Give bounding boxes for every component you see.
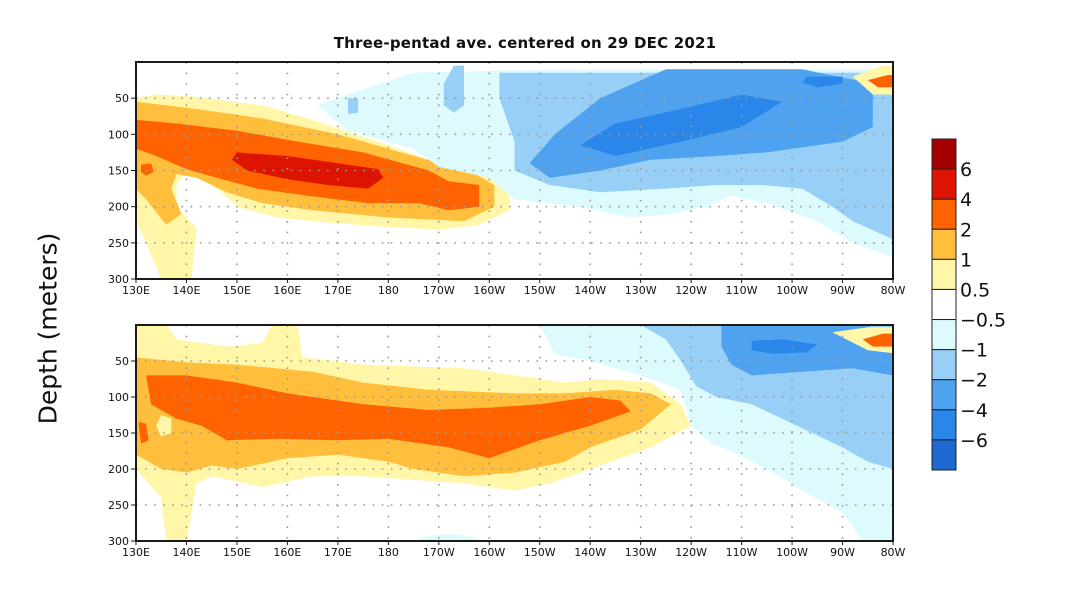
x-tick-label: 160E — [273, 284, 301, 297]
y-tick-label: 100 — [108, 391, 129, 404]
y-tick-label: 300 — [108, 273, 129, 286]
x-tick-label: 150W — [524, 284, 556, 297]
x-tick-label: 160W — [473, 284, 505, 297]
y-tick-label: 50 — [115, 355, 129, 368]
contour-2-west-spot — [138, 422, 149, 444]
contour-neg4 — [751, 339, 818, 354]
y-tick-label: 250 — [108, 499, 129, 512]
x-tick-label: 150E — [223, 284, 251, 297]
colorbar-swatch — [931, 379, 957, 411]
contour-layer — [136, 65, 893, 279]
grid — [136, 62, 893, 279]
x-tick-label: 170W — [423, 546, 455, 559]
contour-neg1-spot — [443, 65, 464, 113]
colorbar-swatch — [931, 168, 957, 200]
x-tick-label: 80W — [881, 546, 906, 559]
y-tick-label: 50 — [115, 92, 129, 105]
contour-2 — [146, 375, 631, 459]
contour-east-warm-core — [867, 75, 893, 88]
x-tick-label: 110W — [726, 546, 758, 559]
contour-4 — [231, 152, 384, 189]
colorbar: 6 4 2 1 0.5 −0.5 −1 −2 −4 −6 — [931, 138, 1006, 471]
colorbar-label: −2 — [960, 370, 988, 392]
x-tick-label: 170E — [324, 284, 352, 297]
panel-top: 130E 140E 150E 160E 170E 180 170W 160W 150W 140W 1… — [108, 61, 906, 297]
x-tick-label: 120W — [675, 284, 707, 297]
y-tick-label: 150 — [108, 427, 129, 440]
y-tick-label: 150 — [108, 165, 129, 178]
x-tick-label: 180 — [378, 546, 399, 559]
x-tick-label: 150E — [223, 546, 251, 559]
x-tick-label: 140E — [172, 284, 200, 297]
colorbar-swatch — [931, 288, 957, 321]
x-tick-label: 130E — [122, 284, 150, 297]
y-tick-label: 300 — [108, 535, 129, 548]
y-tick-label: 100 — [108, 128, 129, 141]
x-tick-label: 130E — [122, 546, 150, 559]
colorbar-label: −0.5 — [960, 310, 1006, 332]
x-tick-label: 170W — [423, 284, 455, 297]
x-tick-label: 160W — [473, 546, 505, 559]
x-tick-label: 120W — [675, 546, 707, 559]
x-tick-label: 80W — [881, 284, 906, 297]
colorbar-swatch — [931, 349, 957, 381]
x-tick-label: 100W — [776, 546, 808, 559]
x-tick-label: 140W — [574, 546, 606, 559]
contour-east-warm-core — [862, 333, 893, 347]
x-tick-label: 110W — [726, 284, 758, 297]
x-tick-label: 160E — [273, 546, 301, 559]
contour-neg1-spot2 — [348, 98, 359, 115]
contour-east-warm — [832, 327, 893, 354]
colorbar-label: −6 — [960, 430, 988, 452]
x-tick-label: 140W — [574, 284, 606, 297]
colorbar-swatch — [931, 439, 957, 471]
colorbar-label: 4 — [960, 189, 972, 211]
y-tick-label: 200 — [108, 201, 129, 214]
colorbar-label: 1 — [960, 249, 972, 271]
x-tick-label: 140E — [172, 546, 200, 559]
x-tick-label: 90W — [830, 284, 855, 297]
x-tick-label: 170E — [324, 546, 352, 559]
contour-2-west-spot — [141, 163, 154, 176]
colorbar-swatch — [931, 138, 957, 170]
x-tick-label: 180 — [378, 284, 399, 297]
colorbar-swatch — [931, 258, 957, 290]
contour-neg4 — [580, 94, 782, 156]
x-tick-label: 130W — [625, 546, 657, 559]
colorbar-swatch — [931, 228, 957, 260]
colorbar-swatch — [931, 409, 957, 441]
colorbar-label: 6 — [960, 159, 972, 181]
contour-0.5-west-hole — [156, 415, 172, 437]
x-tick-label: 130W — [625, 284, 657, 297]
colorbar-swatch — [931, 198, 957, 230]
contour-neg0.5-spot — [413, 533, 480, 541]
colorbar-label: 0.5 — [960, 279, 990, 301]
y-tick-label: 200 — [108, 463, 129, 476]
panel-bottom: 130E 140E 150E 160E 170E 180 170W 160W 150W 140W 1… — [108, 324, 906, 559]
x-tick-label: 90W — [830, 546, 855, 559]
chart-title: Three-pentad ave. centered on 29 DEC 202… — [333, 34, 717, 52]
contour-layer — [136, 325, 893, 541]
colorbar-label: 2 — [960, 219, 972, 241]
colorbar-swatch — [931, 319, 957, 351]
x-tick-label: 150W — [524, 546, 556, 559]
colorbar-label: −1 — [960, 340, 988, 362]
x-tick-label: 100W — [776, 284, 808, 297]
contour-neg4-spot — [802, 76, 843, 88]
y-tick-label: 250 — [108, 237, 129, 250]
colorbar-label: −4 — [960, 400, 988, 422]
